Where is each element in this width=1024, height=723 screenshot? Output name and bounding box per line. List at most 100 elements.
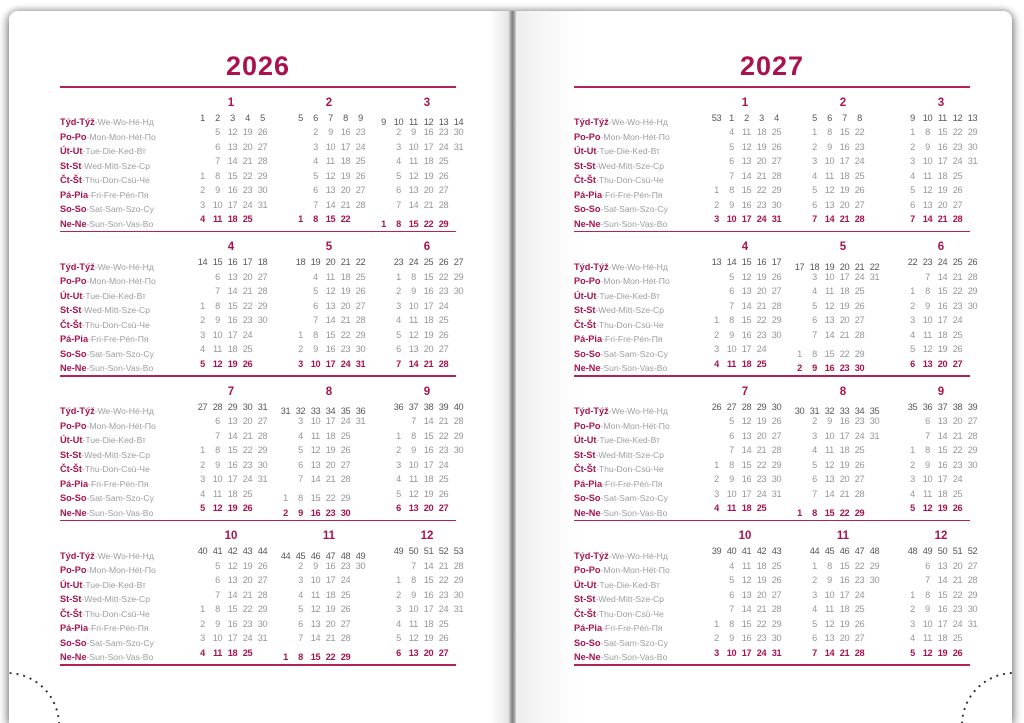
empty-cell xyxy=(890,617,905,632)
weekday-row: So-So-Sat-Sam-Szo-Су 4 11 18 25 2 9 16 23 30 6 13 20… xyxy=(60,342,456,359)
weekday-label-intl: -Fri-Fre-Pén-Пя xyxy=(602,623,663,634)
date-cell: 7 xyxy=(313,199,318,210)
month-column-group: 7 14 21 28 xyxy=(180,284,270,299)
month-column-group: 53 1 2 3 4 xyxy=(694,111,784,126)
month-column-group: 7 14 21 28 xyxy=(180,588,270,603)
date-cell: 4 xyxy=(812,286,817,297)
date-cell xyxy=(293,313,308,328)
month-column-group: 3 10 17 24 xyxy=(694,342,784,357)
date-cell: 11 xyxy=(311,589,320,600)
weekday-label-czsk: Pá-Pia xyxy=(60,189,89,200)
date-cell: 19 xyxy=(423,488,434,499)
week-number-cell: 38 xyxy=(952,401,963,412)
date-cell: 30 xyxy=(967,459,978,470)
date-cell xyxy=(709,169,724,184)
date-cell: 18 xyxy=(741,503,752,514)
month-column-group: 3 10 17 24 31 xyxy=(792,270,882,285)
date-cell: 16 xyxy=(423,445,434,456)
weekday-row: Ne-Ne-Sun-Son-Vas-Во 4 11 18 25 2 9 16 23 30 6 13 20… xyxy=(574,357,970,374)
date-cell: 26 xyxy=(242,358,253,369)
date-cell xyxy=(195,573,210,588)
date-cell: 9 xyxy=(729,474,734,485)
weekday-row: Pá-Pia-Fri-Fre-Pén-Пя 2 9 16 23 30 6 13 20 27 4 11 1… xyxy=(60,617,456,634)
date-cell: 10 xyxy=(408,459,419,470)
weekday-label-intl: -Sat-Sam-Szo-Су xyxy=(86,348,154,359)
weekday-label-intl: -Tue-Die-Ked-Вт xyxy=(596,579,660,590)
date-cell: 19 xyxy=(423,633,434,644)
date-cell xyxy=(792,472,807,487)
date-cell: 3 xyxy=(313,141,318,152)
weekday-label-intl: -Thu-Don-Csü-Че xyxy=(81,319,150,330)
date-cell: 8 xyxy=(411,430,416,441)
empty-cell xyxy=(376,313,391,328)
month-column-group: 3 10 17 24 31 xyxy=(278,414,368,429)
date-cell: 23 xyxy=(438,127,449,138)
page-content-left: 2026 1 2 3 Týd-Týž-We-Wo-Hé-Нд 1 2 3 4 5 5 6 7 8 9 9 10… xyxy=(60,51,464,667)
date-cell xyxy=(709,270,724,285)
date-cell xyxy=(867,487,882,502)
date-cell: 13 xyxy=(741,430,752,441)
date-cell: 17 xyxy=(423,300,434,311)
week-number-cell: 37 xyxy=(937,401,948,412)
weekday-label-czsk: Týd-Týž xyxy=(60,261,95,272)
date-cell: 21 xyxy=(340,315,351,326)
date-cell xyxy=(867,299,882,314)
date-cell: 22 xyxy=(438,575,449,586)
date-cell: 30 xyxy=(453,589,464,600)
weekday-label: St-St-Wed-Mitt-Sze-Ср xyxy=(574,448,686,463)
week-number-cell: 44 xyxy=(280,550,291,561)
date-cell: 7 xyxy=(729,604,734,615)
date-cell: 3 xyxy=(910,474,915,485)
month-column-group: 5 12 19 26 xyxy=(180,501,270,516)
empty-cell xyxy=(376,357,391,372)
date-cell xyxy=(195,559,210,574)
date-cell: 5 xyxy=(396,170,401,181)
weekday-label: Ne-Ne-Sun-Son-Vas-Во xyxy=(574,650,686,665)
month-column-group: 5 12 19 26 xyxy=(792,458,882,473)
date-cell: 24 xyxy=(756,214,767,225)
weekday-row: Út-Ut-Tue-Die-Ked-Вт 6 13 20 27 4 11 18 25 1 8 15 22… xyxy=(574,284,978,301)
date-cell: 28 xyxy=(453,416,464,427)
date-cell: 10 xyxy=(408,141,419,152)
week-number-cell: 10 xyxy=(922,112,933,123)
date-cell: 14 xyxy=(922,214,933,225)
date-cell: 28 xyxy=(771,604,782,615)
month-column-group: 1 8 15 22 29 xyxy=(694,183,784,198)
week-number-cell: 50 xyxy=(937,546,948,557)
date-cell: 9 xyxy=(215,618,220,629)
month-column-group: 5 12 19 26 xyxy=(376,487,466,502)
month-number: 6 xyxy=(937,241,945,254)
week-number-cell: 9 xyxy=(358,112,363,123)
weekday-row: St-St-Wed-Mitt-Sze-Ср 7 14 21 28 4 11 18 25 4 11 18… xyxy=(60,154,456,171)
date-cell: 28 xyxy=(257,286,268,297)
date-cell: 13 xyxy=(408,503,419,514)
weekday-label-czsk: Týd-Týž xyxy=(574,261,609,272)
date-cell: 24 xyxy=(242,633,253,644)
date-cell: 5 xyxy=(910,185,915,196)
date-cell xyxy=(965,328,980,343)
date-cell: 1 xyxy=(298,329,303,340)
empty-cell xyxy=(180,487,195,502)
date-cell: 29 xyxy=(453,430,464,441)
date-cell: 13 xyxy=(824,474,835,485)
date-cell: 10 xyxy=(212,633,223,644)
weekday-row: St-St-Wed-Mitt-Sze-Ср 7 14 21 28 4 11 18 25 1 8 15 2… xyxy=(574,443,978,460)
weekday-label-intl: -We-Wo-Hé-Нд xyxy=(608,406,668,417)
empty-cell xyxy=(180,198,195,213)
date-cell: 21 xyxy=(839,329,850,340)
date-cell: 1 xyxy=(910,445,915,456)
weekday-row: Ne-Ne-Sun-Son-Vas-Во 4 11 18 25 1 8 15 22 29 6 13 20… xyxy=(60,646,456,663)
date-cell: 5 xyxy=(313,286,318,297)
date-cell: 10 xyxy=(726,214,737,225)
date-cell: 8 xyxy=(313,214,318,225)
weekday-label-intl: -Fri-Fre-Pén-Пя xyxy=(602,478,663,489)
date-cell xyxy=(195,125,210,140)
weekday-label-czsk: Út-Ut xyxy=(60,290,83,301)
week-number-cell: 13 xyxy=(967,112,978,123)
week-number-row: Týd-Týž-We-Wo-Hé-Нд 1 2 3 4 5 5 6 7 8 9 9 10 11 12 13 14 xyxy=(60,111,464,128)
month-column-group: 6 13 20 27 xyxy=(890,357,980,372)
empty-cell xyxy=(278,198,293,213)
date-cell: 10 xyxy=(824,589,835,600)
